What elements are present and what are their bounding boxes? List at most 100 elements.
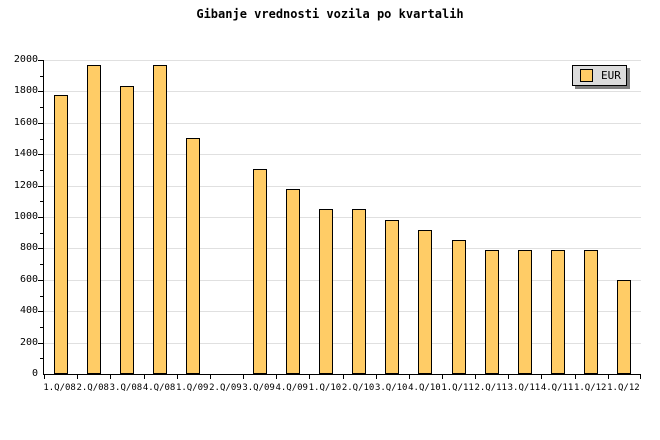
y-tick-800 xyxy=(38,248,43,250)
plot-area xyxy=(38,60,641,379)
y-tick-200 xyxy=(38,342,43,344)
x-tick-label: 1.Q/12 xyxy=(573,383,607,393)
bar-3.Q/10 xyxy=(385,220,400,374)
x-tick-4 xyxy=(177,375,178,379)
bar-1.Q/11 xyxy=(451,240,466,374)
y-tick-1100 xyxy=(40,201,43,203)
x-tick-label: 1.Q/10 xyxy=(308,383,342,393)
x-tick-2 xyxy=(110,375,111,379)
x-tick-label: 2.Q/09 xyxy=(209,383,242,393)
y-tick-100 xyxy=(40,358,43,360)
x-tick-11 xyxy=(409,375,410,379)
legend-swatch-icon xyxy=(580,69,593,82)
x-tick-3 xyxy=(144,375,145,379)
y-tick-label: 1200 xyxy=(13,179,38,191)
x-tick-16 xyxy=(575,375,576,379)
y-tick-600 xyxy=(38,279,43,281)
y-tick-label: 1400 xyxy=(13,148,38,160)
y-tick-1900 xyxy=(40,75,43,77)
y-tick-700 xyxy=(40,264,43,266)
y-tick-1700 xyxy=(40,107,43,109)
gridline-1800 xyxy=(44,91,641,93)
y-tick-label: 2000 xyxy=(13,54,38,65)
y-tick-1500 xyxy=(40,138,43,140)
gridline-800 xyxy=(44,248,641,250)
bar-2.Q/08 xyxy=(86,65,101,374)
bar-1.Q/12 xyxy=(584,250,599,374)
gridline-200 xyxy=(44,342,641,344)
y-tick-label: 600 xyxy=(19,273,38,285)
gridline-1200 xyxy=(44,185,641,187)
y-tick-label: 1000 xyxy=(13,211,38,222)
y-tick-label: 0 xyxy=(31,368,38,379)
y-tick-label: 800 xyxy=(19,242,38,254)
x-tick-label: 3.Q/11 xyxy=(507,383,541,393)
y-tick-1800 xyxy=(38,91,43,93)
y-tick-label: 200 xyxy=(19,336,38,348)
y-tick-1400 xyxy=(38,154,43,156)
x-tick-label: 2.Q/10 xyxy=(341,383,375,393)
y-tick-1200 xyxy=(38,185,43,187)
y-tick-2000 xyxy=(38,60,43,61)
gridline-1600 xyxy=(44,122,641,124)
y-tick-900 xyxy=(40,232,43,234)
x-tick-label: 3.Q/08 xyxy=(109,383,143,393)
x-tick-12 xyxy=(442,375,443,379)
y-tick-label: 400 xyxy=(19,305,38,317)
x-tick-6 xyxy=(243,375,244,379)
x-tick-label: 3.Q/10 xyxy=(374,383,408,393)
y-tick-label: 1800 xyxy=(13,85,38,97)
y-axis-labels: 0 200 400 600 800 1000 1200 1400 1600 1800 2000 xyxy=(0,55,38,379)
bar-2.Q/10 xyxy=(352,209,367,374)
y-tick-label: 1600 xyxy=(13,116,38,128)
x-tick-9 xyxy=(343,375,344,379)
x-tick-label: 4.Q/09 xyxy=(275,383,308,393)
x-tick-label: 1.Q/12 xyxy=(607,383,640,393)
bar-4.Q/09 xyxy=(285,189,300,374)
chart-title: Gibanje vrednosti vozila po kvartalih xyxy=(196,7,464,21)
y-tick-1000 xyxy=(38,217,43,218)
bar-3.Q/09 xyxy=(252,169,267,374)
x-tick-7 xyxy=(276,375,277,379)
gridline-2000 xyxy=(44,60,641,61)
x-tick-18 xyxy=(640,375,641,379)
legend-label: EUR xyxy=(601,69,621,82)
x-tick-0 xyxy=(44,375,45,379)
x-tick-label: 1.Q/09 xyxy=(175,383,209,393)
bar-4.Q/10 xyxy=(418,230,433,374)
y-tick-500 xyxy=(40,295,43,297)
x-tick-label: 1.Q/08 xyxy=(43,383,76,393)
y-tick-400 xyxy=(38,311,43,313)
x-tick-14 xyxy=(508,375,509,379)
x-tick-label: 2.Q/08 xyxy=(76,383,109,393)
x-tick-1 xyxy=(77,375,78,379)
x-tick-label: 4.Q/08 xyxy=(142,383,176,393)
x-axis-labels: 1.Q/08 2.Q/08 3.Q/08 4.Q/08 1.Q/09 2.Q/09 3.Q/… xyxy=(43,383,640,395)
bar-4.Q/11 xyxy=(551,250,566,374)
x-tick-label: 2.Q/11 xyxy=(474,383,507,393)
x-tick-15 xyxy=(541,375,542,379)
bar-3.Q/08 xyxy=(119,86,134,374)
gridline-1000 xyxy=(44,217,641,218)
bar-1.Q/08 xyxy=(53,95,68,374)
bar-1.Q/09 xyxy=(186,138,201,374)
x-tick-8 xyxy=(309,375,310,379)
x-tick-label: 4.Q/11 xyxy=(540,383,574,393)
bar-1.Q/10 xyxy=(318,209,333,374)
gridline-400 xyxy=(44,311,641,313)
legend-box: EUR xyxy=(572,65,627,86)
y-tick-300 xyxy=(40,326,43,328)
gridline-1400 xyxy=(44,154,641,156)
gridline-600 xyxy=(44,279,641,281)
x-tick-label: 1.Q/11 xyxy=(441,383,474,393)
x-tick-5 xyxy=(210,375,211,379)
x-tick-10 xyxy=(376,375,377,379)
x-tick-13 xyxy=(475,375,476,379)
bar-1.Q/12 xyxy=(617,280,632,374)
x-tick-label: 4.Q/10 xyxy=(408,383,441,393)
x-tick-label: 3.Q/09 xyxy=(242,383,275,393)
bar-2.Q/11 xyxy=(484,250,499,374)
bar-3.Q/11 xyxy=(517,250,532,374)
bar-4.Q/08 xyxy=(153,65,168,374)
